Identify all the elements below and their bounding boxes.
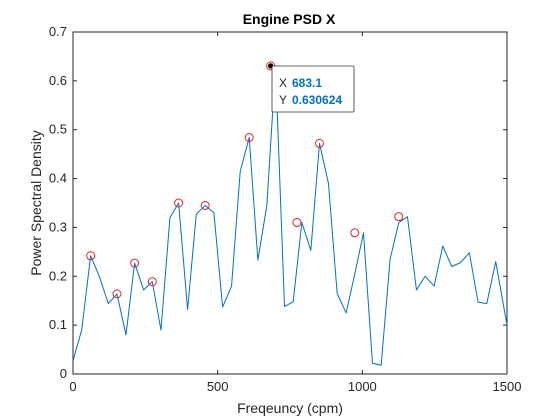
peak-marker	[315, 138, 325, 148]
y-tick-label: 0.6	[49, 73, 67, 88]
x-axis: 0 500 1000 1500	[69, 32, 521, 394]
peak-marker	[174, 198, 184, 208]
peak-marker	[147, 277, 157, 287]
x-tick-label: 1000	[348, 379, 377, 394]
x-tick-label: 1500	[493, 379, 522, 394]
y-tick-label: 0.7	[49, 24, 67, 39]
peak-marker	[200, 200, 210, 210]
peak-marker	[112, 289, 122, 299]
datatip-y-key: Y	[279, 93, 287, 107]
datatip-x-key: X	[279, 76, 287, 90]
y-tick-label: 0	[60, 366, 67, 381]
peak-marker	[244, 133, 254, 143]
peak-marker	[292, 218, 302, 228]
peak-marker	[86, 251, 96, 261]
y-tick-label: 0.4	[49, 171, 67, 186]
datatip-box	[271, 65, 355, 113]
datatip[interactable]: X 683.1 Y 0.630624	[271, 65, 355, 113]
peak-marker	[130, 258, 140, 268]
y-tick-label: 0.1	[49, 317, 67, 332]
chart-title: Engine PSD X	[243, 11, 336, 27]
y-axis-label: Power Spectral Density	[28, 130, 44, 276]
x-tick-label: 500	[207, 379, 229, 394]
psd-series-line	[72, 65, 508, 366]
peak-marker	[394, 212, 404, 222]
y-tick-label: 0.5	[49, 122, 67, 137]
x-tick-label: 0	[69, 379, 76, 394]
y-tick-label: 0.3	[49, 219, 67, 234]
series-layer	[72, 65, 508, 366]
y-axis: 0 0.1 0.2 0.3 0.4 0.5 0.6 0.7	[49, 24, 507, 381]
y-tick-label: 0.2	[49, 268, 67, 283]
peak-marker	[350, 228, 360, 238]
datatip-y-value: 0.630624	[292, 93, 342, 107]
datatip-x-value: 683.1	[292, 76, 322, 90]
x-axis-label: Freqeuncy (cpm)	[237, 400, 343, 416]
